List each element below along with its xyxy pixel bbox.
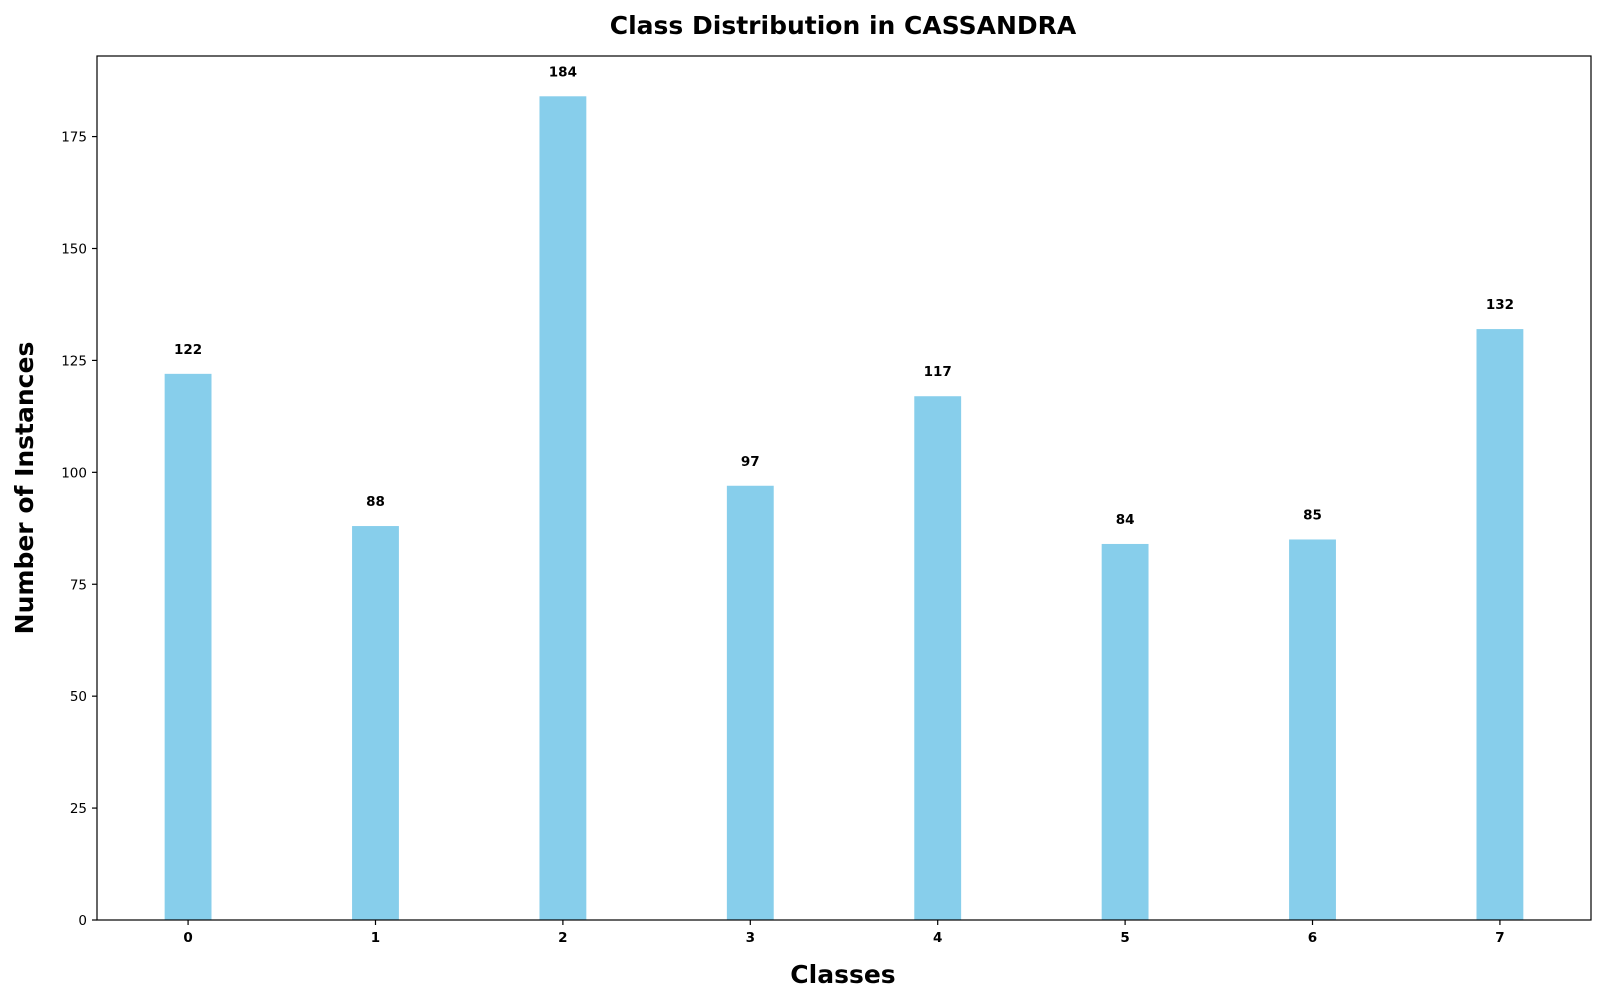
x-tick-label: 0 <box>183 930 192 946</box>
y-tick-label: 125 <box>61 353 87 369</box>
y-axis-label: Number of Instances <box>10 342 39 635</box>
bar-value-label: 184 <box>549 64 577 80</box>
bar-value-label: 88 <box>366 494 385 510</box>
bar-value-label: 85 <box>1303 507 1322 523</box>
bar-class-3 <box>726 485 774 920</box>
x-tick-label: 1 <box>371 930 380 946</box>
bar-class-4 <box>914 396 962 921</box>
bar-value-label: 84 <box>1116 512 1135 528</box>
y-tick-label: 100 <box>61 465 87 481</box>
x-tick-label: 5 <box>1120 930 1129 946</box>
y-tick-label: 0 <box>78 913 87 929</box>
bar-labels-group: 122 88 184 97 117 84 85 132 <box>174 64 1514 528</box>
bar-class-1 <box>352 526 399 920</box>
chart-title: Class Distribution in CASSANDRA <box>610 11 1077 40</box>
bar-class-5 <box>1101 543 1149 920</box>
y-tick-label: 50 <box>70 689 87 705</box>
y-tick-label: 150 <box>61 242 87 258</box>
x-tick-label: 7 <box>1495 930 1504 946</box>
x-axis: 0 1 2 3 4 5 6 7 <box>183 920 1505 946</box>
y-tick-label: 75 <box>70 577 87 593</box>
x-tick-label: 4 <box>933 930 942 946</box>
bars-group <box>164 96 1524 921</box>
bar-class-7 <box>1476 329 1524 921</box>
x-tick-label: 2 <box>558 930 567 946</box>
y-axis: 0 25 50 75 100 125 150 175 <box>61 130 97 929</box>
bar-value-label: 97 <box>741 454 760 470</box>
bar-value-label: 122 <box>174 342 202 358</box>
x-axis-label: Classes <box>790 960 895 989</box>
x-tick-label: 3 <box>746 930 755 946</box>
bar-value-label: 117 <box>924 364 952 380</box>
y-tick-label: 175 <box>61 130 87 146</box>
bar-value-label: 132 <box>1486 297 1514 313</box>
plot-frame <box>96 55 1592 921</box>
bar-class-2 <box>539 96 587 921</box>
bar-class-0 <box>164 373 212 921</box>
x-tick-label: 6 <box>1308 930 1317 946</box>
bar-class-6 <box>1289 539 1336 920</box>
y-tick-label: 25 <box>70 801 87 817</box>
